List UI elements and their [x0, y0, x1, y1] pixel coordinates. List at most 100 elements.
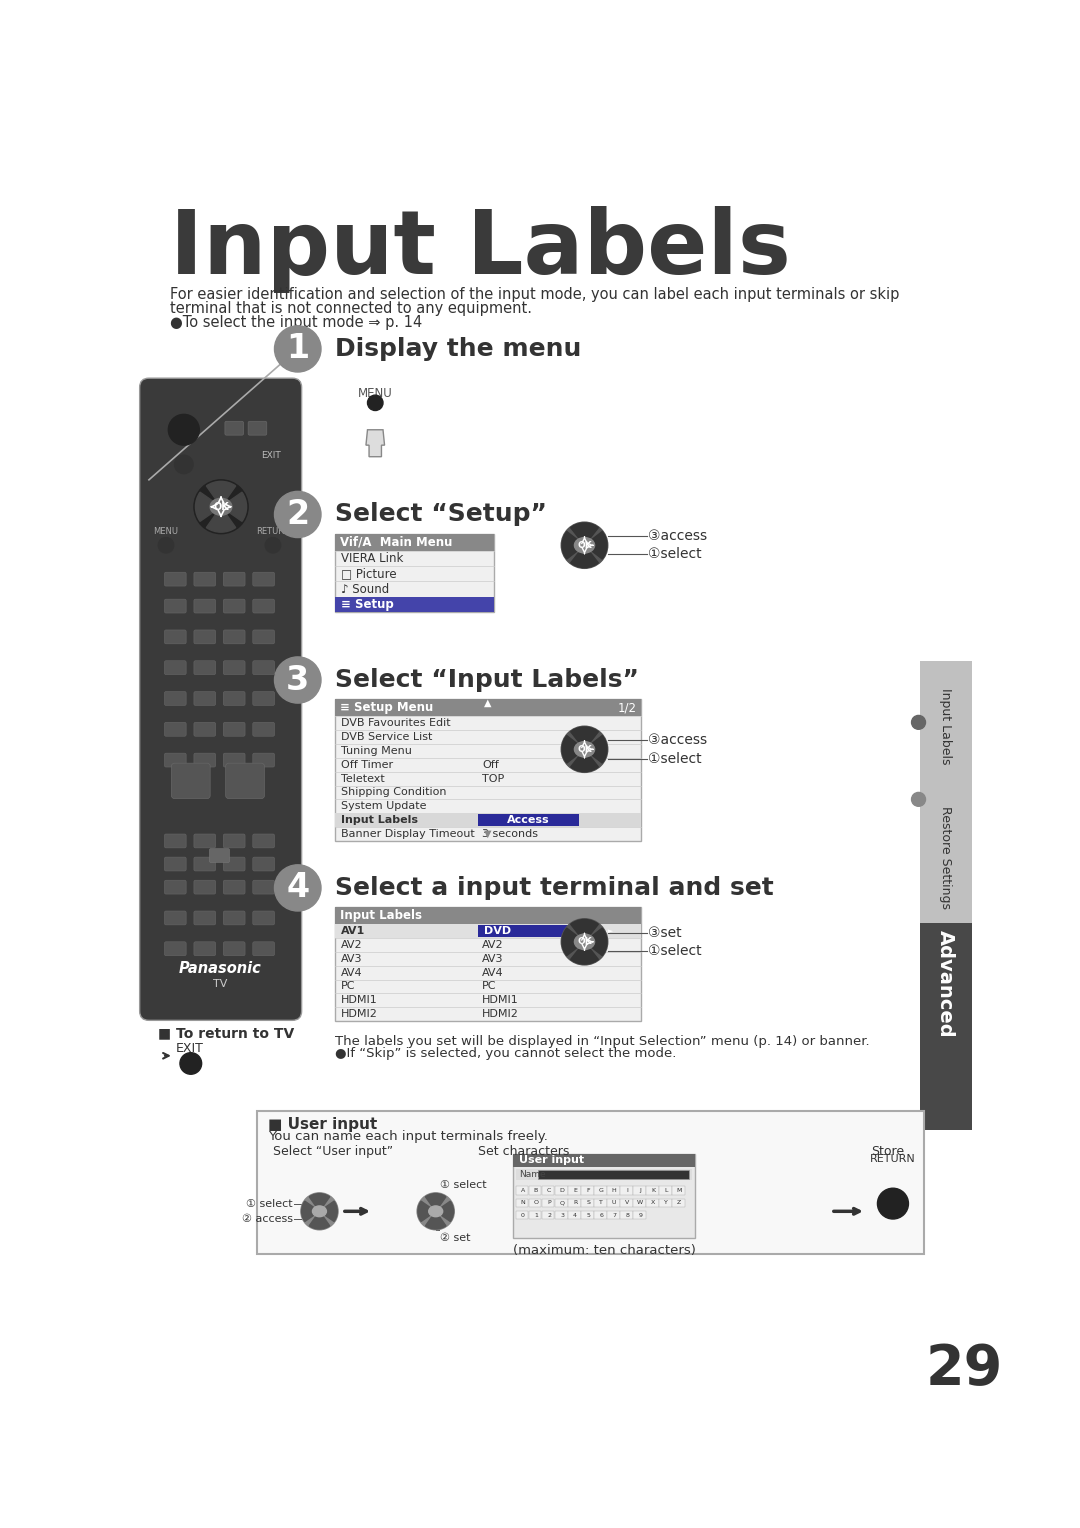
FancyBboxPatch shape [248, 422, 267, 435]
FancyBboxPatch shape [194, 880, 216, 894]
Wedge shape [221, 492, 246, 521]
Text: G: G [598, 1189, 604, 1193]
Text: User input: User input [519, 1155, 584, 1166]
FancyBboxPatch shape [194, 599, 216, 613]
Text: ▲: ▲ [484, 697, 491, 707]
Text: System Update: System Update [341, 801, 427, 811]
Wedge shape [206, 481, 235, 507]
Circle shape [274, 865, 321, 911]
FancyBboxPatch shape [920, 837, 972, 1131]
FancyBboxPatch shape [226, 762, 265, 799]
FancyBboxPatch shape [224, 660, 245, 675]
FancyBboxPatch shape [335, 700, 642, 840]
Wedge shape [584, 532, 607, 559]
Text: 6: 6 [599, 1213, 603, 1218]
FancyBboxPatch shape [529, 1210, 541, 1219]
FancyBboxPatch shape [516, 1186, 528, 1195]
Text: MENU: MENU [357, 388, 393, 400]
Circle shape [180, 1053, 202, 1074]
FancyBboxPatch shape [335, 533, 494, 550]
Text: RETURN: RETURN [256, 527, 291, 536]
Text: OK: OK [577, 744, 592, 753]
Text: Select “Setup”: Select “Setup” [335, 503, 546, 527]
Text: Panasonic: Panasonic [179, 961, 261, 976]
Text: Select “Input Labels”: Select “Input Labels” [335, 668, 639, 692]
Text: ① select: ① select [246, 1198, 293, 1209]
FancyBboxPatch shape [516, 1210, 528, 1219]
Wedge shape [570, 941, 598, 964]
FancyBboxPatch shape [335, 908, 642, 1021]
FancyBboxPatch shape [478, 814, 579, 827]
Wedge shape [426, 1193, 446, 1212]
Ellipse shape [575, 741, 595, 756]
Wedge shape [195, 492, 221, 521]
Text: ▼: ▼ [484, 828, 491, 839]
Text: 9: 9 [638, 1213, 643, 1218]
FancyBboxPatch shape [224, 723, 245, 736]
FancyBboxPatch shape [594, 1186, 607, 1195]
Text: RETURN: RETURN [870, 1154, 916, 1163]
FancyBboxPatch shape [516, 1198, 528, 1207]
FancyBboxPatch shape [224, 941, 245, 955]
Ellipse shape [429, 1206, 443, 1216]
FancyBboxPatch shape [253, 571, 274, 587]
Text: HDMI1: HDMI1 [482, 995, 519, 1005]
Text: VIERA Link: VIERA Link [341, 552, 404, 565]
Text: 5: 5 [586, 1213, 590, 1218]
FancyBboxPatch shape [672, 1198, 685, 1207]
FancyBboxPatch shape [335, 533, 494, 613]
FancyBboxPatch shape [164, 753, 186, 767]
FancyBboxPatch shape [568, 1186, 581, 1195]
Text: Y: Y [664, 1201, 669, 1206]
FancyBboxPatch shape [253, 880, 274, 894]
FancyBboxPatch shape [555, 1198, 567, 1207]
Circle shape [562, 726, 608, 773]
Text: Restore Settings: Restore Settings [940, 805, 953, 909]
Text: Display the menu: Display the menu [335, 336, 581, 361]
Text: ■ To return to TV: ■ To return to TV [159, 1027, 295, 1041]
Circle shape [417, 1193, 455, 1230]
FancyBboxPatch shape [335, 924, 642, 938]
FancyBboxPatch shape [555, 1210, 567, 1219]
FancyBboxPatch shape [257, 1111, 924, 1253]
Circle shape [877, 1189, 908, 1219]
FancyBboxPatch shape [335, 700, 642, 717]
Text: K: K [651, 1189, 656, 1193]
Text: 8: 8 [625, 1213, 630, 1218]
FancyBboxPatch shape [920, 792, 972, 923]
FancyBboxPatch shape [335, 597, 494, 613]
Text: ►►►: ►►► [598, 927, 615, 934]
Text: MENU: MENU [153, 527, 178, 536]
Text: F: F [586, 1189, 590, 1193]
Text: PC: PC [482, 981, 497, 992]
Text: AV3: AV3 [341, 953, 363, 964]
Circle shape [301, 1193, 338, 1230]
FancyBboxPatch shape [516, 1169, 692, 1180]
FancyBboxPatch shape [253, 660, 274, 675]
Text: Input Labels: Input Labels [170, 206, 791, 293]
Text: H: H [611, 1189, 617, 1193]
Ellipse shape [211, 498, 232, 515]
Text: 3: 3 [561, 1213, 564, 1218]
Text: ①select: ①select [648, 752, 702, 766]
Polygon shape [366, 429, 384, 457]
FancyBboxPatch shape [164, 911, 186, 924]
Text: Vif/A  Main Menu: Vif/A Main Menu [339, 536, 451, 549]
Text: C: C [546, 1189, 551, 1193]
FancyBboxPatch shape [224, 911, 245, 924]
Text: HDMI2: HDMI2 [482, 1008, 519, 1019]
Text: Select “User input”: Select “User input” [273, 1144, 393, 1158]
Text: 4: 4 [286, 871, 309, 905]
Ellipse shape [575, 538, 595, 553]
Wedge shape [570, 727, 598, 749]
Text: ≡ Setup Menu: ≡ Setup Menu [339, 701, 433, 714]
FancyBboxPatch shape [224, 630, 245, 643]
Wedge shape [301, 1201, 320, 1221]
Circle shape [274, 325, 321, 371]
Text: Set characters: Set characters [478, 1144, 570, 1158]
FancyBboxPatch shape [164, 571, 186, 587]
Circle shape [274, 657, 321, 703]
Text: ■ User input: ■ User input [268, 1117, 378, 1132]
FancyBboxPatch shape [253, 630, 274, 643]
FancyBboxPatch shape [620, 1210, 633, 1219]
